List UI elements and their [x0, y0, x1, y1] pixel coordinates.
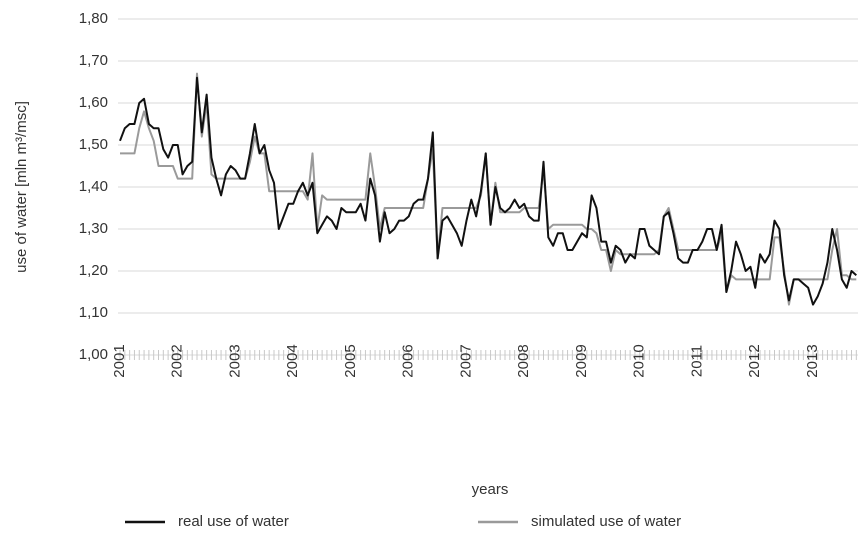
x-tick-label: 2003: [226, 344, 243, 377]
y-tick-label: 1,30: [79, 220, 108, 237]
x-tick-label: 2009: [573, 344, 590, 377]
x-tick-label: 2011: [688, 345, 705, 377]
y-tick-label: 1,80: [79, 10, 108, 27]
x-tick-label: 2012: [746, 344, 763, 377]
x-tick-label: 2008: [515, 344, 532, 377]
y-tick-label: 1,40: [79, 178, 108, 195]
x-axis-label: years: [472, 481, 509, 498]
x-tick-label: 2004: [284, 344, 301, 377]
x-tick-label: 2007: [457, 344, 474, 377]
y-tick-label: 1,60: [79, 94, 108, 111]
y-tick-label: 1,00: [79, 346, 108, 363]
y-tick-label: 1,70: [79, 52, 108, 69]
y-axis-label: use of water [mln m³/msc]: [13, 101, 30, 273]
y-tick-label: 1,10: [79, 304, 108, 321]
y-tick-label: 1,20: [79, 262, 108, 279]
x-tick-label: 2006: [400, 344, 417, 377]
legend-label: real use of water: [178, 513, 289, 530]
x-tick-label: 2001: [111, 344, 128, 377]
data-line: [119, 76, 857, 306]
x-tick-label: 2013: [804, 344, 821, 377]
y-tick-label: 1,50: [79, 136, 108, 153]
legend-label: simulated use of water: [531, 513, 681, 530]
x-tick-label: 2002: [169, 344, 186, 377]
x-tick-label: 2010: [631, 344, 648, 377]
x-tick-label: 2005: [342, 344, 359, 377]
